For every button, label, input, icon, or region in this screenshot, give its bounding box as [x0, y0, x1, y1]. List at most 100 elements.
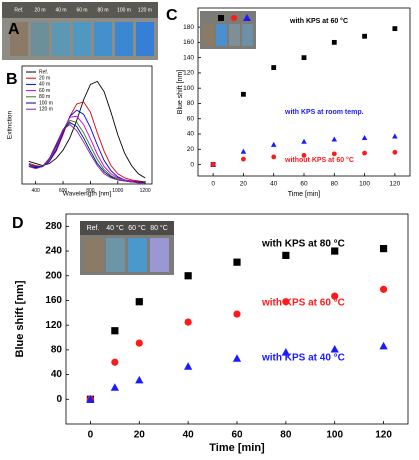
- series-label: with KPS at 60 °C: [289, 17, 348, 25]
- x-tick-label: 40: [183, 430, 195, 441]
- marker: [184, 272, 192, 280]
- y-tick-label: 120: [183, 70, 194, 77]
- marker: [362, 33, 367, 39]
- y-tick-label: 160: [45, 295, 62, 306]
- vial: [150, 238, 169, 272]
- series-label: with KPS at 80 °C: [261, 239, 345, 250]
- inset-label: 60 °C: [128, 224, 146, 232]
- inset-label: 40 °C: [106, 224, 124, 232]
- marker: [271, 154, 277, 160]
- inset-photo-c: [200, 11, 256, 49]
- legend-label: Ref.: [39, 69, 48, 75]
- y-tick-label: 280: [45, 221, 62, 232]
- panel-label: B: [6, 71, 18, 88]
- spectrum-line: [28, 101, 146, 183]
- marker: [379, 244, 388, 253]
- x-tick-label: 1200: [140, 188, 151, 194]
- marker: [282, 251, 290, 259]
- photo-a: A Ref. 20 m 40 m 60 m 80 m 100 m 120 m: [2, 2, 158, 60]
- marker: [110, 383, 119, 391]
- x-tick-label: 100: [326, 430, 343, 441]
- y-tick-label: 60: [187, 115, 195, 122]
- marker: [86, 394, 95, 403]
- vial: [106, 238, 125, 272]
- marker: [301, 152, 307, 158]
- y-tick-label: 180: [183, 24, 194, 31]
- legend-label: 20 m: [39, 76, 50, 82]
- y-tick-label: 80: [187, 100, 195, 107]
- vial-label: 80 m: [97, 7, 108, 13]
- marker: [184, 362, 193, 370]
- panel-label: A: [8, 21, 20, 38]
- marker: [135, 339, 143, 347]
- vial: [73, 22, 91, 56]
- panel-label: C: [166, 7, 178, 24]
- marker: [331, 151, 337, 157]
- marker: [184, 318, 192, 326]
- y-tick-label: 40: [51, 369, 63, 380]
- inset-marker: [243, 14, 251, 21]
- marker: [379, 285, 388, 293]
- series-label: without KPS at 60 °C: [284, 156, 354, 164]
- y-axis-label: Blue shift [nm]: [177, 70, 184, 114]
- marker: [241, 91, 246, 97]
- x-tick-label: 0: [88, 430, 94, 441]
- x-tick-label: 120: [375, 430, 392, 441]
- spectrum-line: [28, 119, 146, 183]
- panel-label: D: [12, 215, 24, 232]
- vial: [128, 238, 147, 272]
- marker: [210, 162, 216, 167]
- chart: C Time [min] Blue shift [nm] 0 20 40 60 80 100 12…: [166, 7, 411, 198]
- vial: [10, 22, 28, 56]
- x-tick-label: 400: [32, 188, 41, 194]
- y-axis-label: Extinction: [7, 111, 14, 140]
- marker: [392, 26, 398, 32]
- x-tick-label: 60: [231, 430, 243, 441]
- marker: [271, 65, 277, 70]
- x-tick-label: 20: [240, 181, 248, 188]
- marker: [135, 375, 144, 384]
- marker: [331, 292, 339, 300]
- x-axis-label: Time [min]: [209, 442, 265, 454]
- x-tick-label: 120: [389, 181, 400, 188]
- photo-band: [2, 2, 158, 18]
- series-label: with KPS at 40 °C: [261, 353, 345, 364]
- legend-label: 60 m: [39, 88, 50, 94]
- marker: [135, 298, 143, 306]
- marker: [331, 247, 339, 255]
- marker: [111, 327, 119, 335]
- marker: [240, 148, 247, 154]
- x-tick-label: 0: [211, 181, 215, 188]
- vial: [31, 22, 49, 56]
- vial-label: 100 m: [117, 7, 131, 13]
- inset-band: [80, 221, 174, 235]
- vial: [136, 22, 154, 56]
- y-axis-label: Blue shift [nm]: [14, 280, 26, 357]
- marker: [281, 348, 290, 356]
- vial: [115, 22, 133, 56]
- y-tick-label: 80: [51, 345, 63, 356]
- spectrum-line: [28, 115, 146, 183]
- marker: [233, 310, 241, 318]
- y-tick-label: 100: [183, 85, 194, 92]
- vial-label: 60 m: [76, 7, 87, 13]
- y-tick-label: 0: [190, 161, 194, 168]
- marker: [392, 149, 398, 155]
- y-tick-label: 40: [187, 131, 195, 138]
- inset-marker: [231, 15, 237, 21]
- vial: [216, 24, 227, 46]
- spectrum-line: [28, 123, 146, 184]
- chart: B Wavelength [nm] Extinction 400 600 800 1000 1…: [6, 65, 153, 198]
- legend-label: 80 m: [39, 94, 50, 100]
- inset-marker: [218, 15, 224, 21]
- y-tick-label: 160: [183, 39, 194, 46]
- x-axis-label: Time [min]: [288, 191, 320, 198]
- marker: [111, 358, 119, 366]
- vial: [52, 22, 70, 56]
- marker: [331, 39, 337, 45]
- x-tick-label: 600: [59, 188, 68, 194]
- marker: [362, 150, 367, 156]
- marker: [301, 138, 307, 144]
- legend-label: 120 m: [39, 107, 53, 113]
